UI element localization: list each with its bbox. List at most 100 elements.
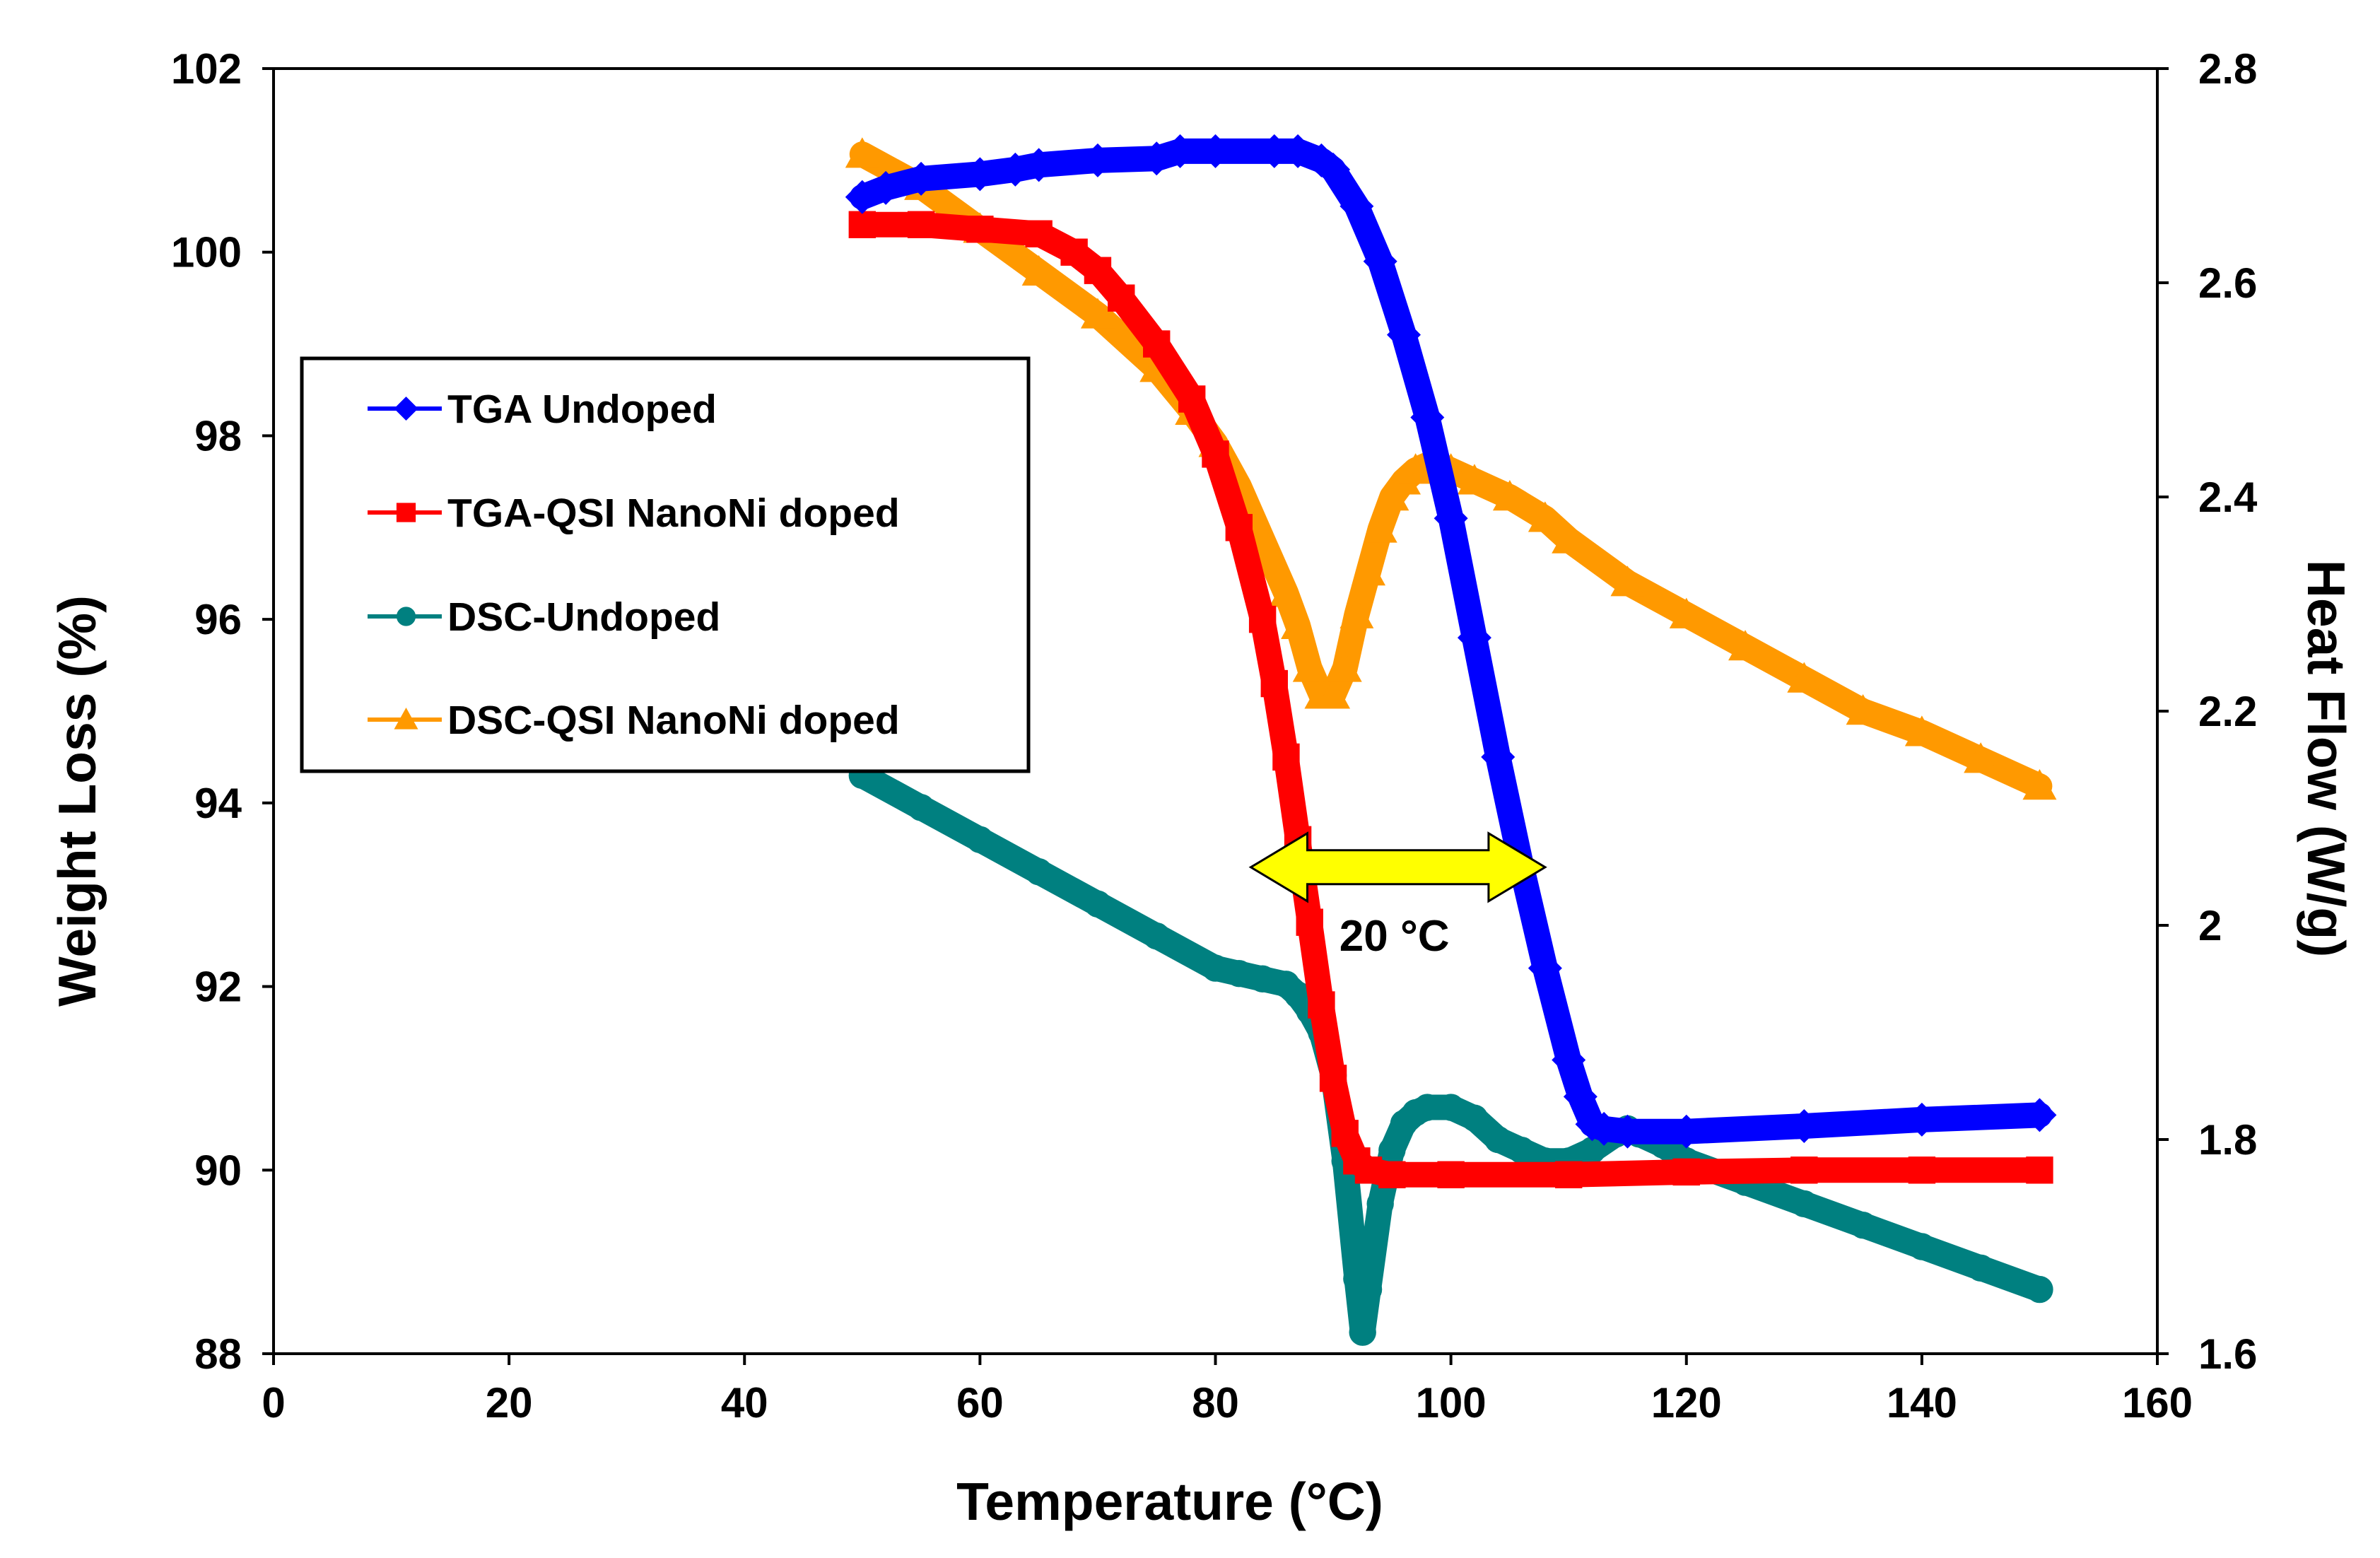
legend-marker (396, 503, 416, 522)
data-point (1457, 464, 1491, 495)
data-point (1080, 298, 1115, 329)
double-arrow-annotation (1248, 831, 1547, 903)
left-y-axis-title: Weight Loss (%) (47, 595, 107, 1007)
legend-label: DSC-QSI NanoNi doped (447, 698, 900, 743)
x-tick-label: 160 (2122, 1379, 2193, 1427)
data-point (1378, 1161, 1406, 1188)
data-point (1340, 189, 1374, 223)
x-axis-ticks: 0 20 40 60 80 100 120 140 160 (262, 1354, 2193, 1427)
data-point (1084, 257, 1112, 284)
data-point (907, 211, 935, 238)
data-point (1966, 1254, 1995, 1282)
data-point (1964, 742, 1998, 773)
data-point (1143, 330, 1171, 358)
x-tick-label: 0 (262, 1379, 285, 1427)
data-point (1846, 694, 1880, 725)
data-point (1340, 597, 1374, 628)
right-y-tick-label: 2.4 (2198, 474, 2258, 521)
data-point (1363, 512, 1397, 543)
data-point (1672, 1158, 1700, 1186)
data-point (1281, 608, 1315, 639)
data-point (1552, 1043, 1586, 1077)
right-y-tick-label: 1.8 (2198, 1116, 2257, 1164)
data-point (1484, 1125, 1512, 1154)
data-point (1414, 1094, 1441, 1121)
legend-marker (394, 708, 418, 730)
data-point (1248, 605, 1277, 633)
left-y-tick-label: 98 (194, 412, 242, 459)
right-y-tick-label: 2 (2198, 902, 2222, 949)
data-point (1908, 1233, 1936, 1260)
data-point (1352, 555, 1386, 586)
x-tick-label: 100 (1416, 1379, 1487, 1427)
data-point (1257, 134, 1291, 168)
x-tick-label: 40 (721, 1379, 768, 1427)
data-point (998, 152, 1033, 187)
x-tick-label: 80 (1192, 1379, 1239, 1427)
data-point (1410, 400, 1445, 435)
data-point (1327, 651, 1362, 682)
data-point (1387, 317, 1421, 352)
data-point (1437, 1161, 1465, 1188)
data-point (963, 157, 997, 192)
legend-item: DSC-QSI NanoNi doped (368, 698, 900, 743)
right-y-tick-label: 1.6 (2198, 1330, 2257, 1378)
x-tick-label: 120 (1651, 1379, 1722, 1427)
data-point (1790, 1156, 1818, 1184)
data-point (1460, 1104, 1489, 1132)
data-point (1669, 1114, 1704, 1149)
data-point (1354, 1275, 1383, 1304)
data-point (845, 137, 879, 168)
data-point (966, 826, 994, 854)
x-tick-label: 20 (486, 1379, 533, 1427)
data-point (1508, 1136, 1535, 1164)
data-point (1060, 238, 1088, 266)
data-point (1225, 959, 1253, 988)
data-point (845, 180, 879, 214)
left-y-axis-ticks: 88 90 92 94 96 98 100 102 (171, 45, 274, 1378)
data-point (2026, 1156, 2053, 1184)
data-point (1316, 678, 1351, 709)
left-y-tick-label: 88 (194, 1330, 242, 1378)
legend-label: TGA Undoped (447, 387, 717, 432)
data-point (1363, 244, 1397, 279)
data-point (2022, 1098, 2057, 1132)
data-point (869, 170, 903, 205)
left-y-tick-label: 96 (194, 596, 242, 643)
data-point (1025, 220, 1053, 247)
data-point (1790, 1190, 1818, 1218)
data-point (1260, 669, 1288, 698)
legend-item: DSC-Undoped (368, 594, 720, 640)
data-point (1375, 480, 1409, 511)
data-point (1316, 152, 1351, 187)
data-point (907, 794, 935, 821)
data-point (1787, 662, 1822, 693)
data-point (1025, 858, 1053, 886)
data-point (1202, 440, 1229, 468)
data-point (1669, 597, 1704, 628)
data-point (1143, 922, 1171, 950)
x-tick-label: 60 (956, 1379, 1004, 1427)
data-point (966, 216, 994, 243)
legend-label: TGA-QSI NanoNi doped (447, 491, 900, 536)
data-point (1198, 134, 1233, 168)
data-point (1554, 1161, 1583, 1188)
data-point (1434, 501, 1468, 536)
data-point (1908, 1156, 1936, 1184)
data-point (1366, 1190, 1394, 1218)
data-point (1202, 954, 1229, 982)
annotation-label: 20 °C (1340, 912, 1450, 961)
data-point (1728, 630, 1763, 661)
legend: TGA Undoped TGA-QSI NanoNi doped DSC-Undop… (300, 356, 1031, 773)
data-point (1563, 1079, 1598, 1114)
data-point (904, 161, 939, 196)
data-point (1578, 1136, 1606, 1164)
left-y-tick-label: 90 (194, 1147, 242, 1194)
legend-marker (396, 607, 416, 626)
data-point (1528, 501, 1562, 532)
data-point (1528, 951, 1562, 985)
data-point (1349, 1318, 1376, 1346)
data-point (2022, 769, 2057, 800)
right-y-tick-label: 2.8 (2198, 45, 2257, 93)
